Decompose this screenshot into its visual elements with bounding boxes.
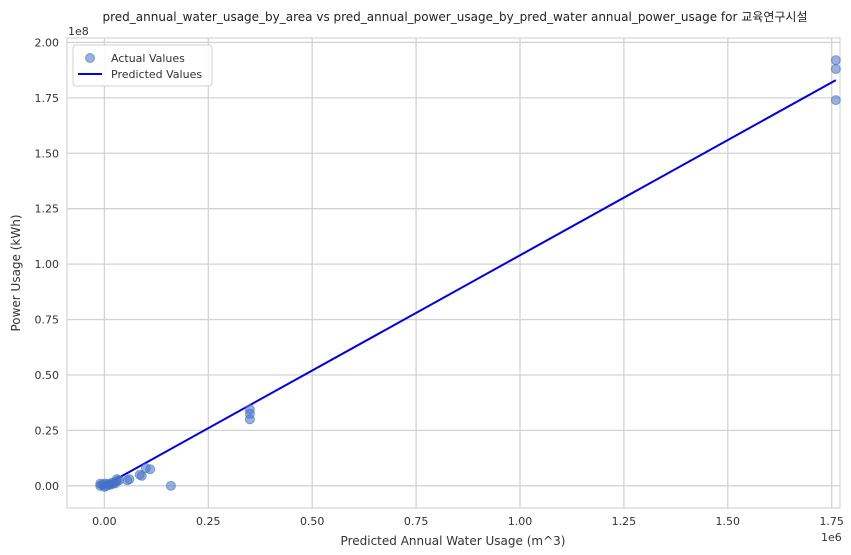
actual-series [95, 55, 841, 492]
x-tick-label: 1.50 [716, 515, 741, 528]
plot-area [66, 37, 841, 509]
actual-point [145, 464, 156, 475]
predicted-line [99, 79, 837, 489]
x-axis-title: Predicted Annual Water Usage (m^3) [341, 534, 566, 548]
x-tick-label: 0.25 [196, 515, 221, 528]
legend-box [72, 44, 213, 87]
actual-point [830, 95, 841, 106]
actual-point [830, 64, 841, 75]
y-tick-label: 2.00 [35, 36, 60, 49]
y-tick-label: 1.25 [35, 203, 60, 216]
x-tick-label: 0.00 [92, 515, 117, 528]
x-tick-label: 0.75 [404, 515, 429, 528]
x-offset-label: 1e6 [821, 531, 842, 544]
legend-label-predicted: Predicted Values [111, 68, 202, 81]
actual-point [113, 475, 124, 486]
y-tick-label: 1.75 [35, 92, 60, 105]
actual-point [830, 55, 841, 66]
actual-point [244, 404, 255, 415]
actual-point [136, 470, 147, 481]
x-tick-label: 0.50 [300, 515, 325, 528]
y-axis-title: Power Usage (kWh) [9, 214, 23, 331]
tick-labels: 0.00 0.25 0.50 0.75 1.00 1.25 1.50 1.75 0.00 0.25… [35, 36, 844, 528]
x-tick-label: 1.25 [612, 515, 637, 528]
y-tick-label: 0.00 [35, 480, 60, 493]
legend-label-actual: Actual Values [111, 52, 185, 65]
legend: Actual Values Predicted Values [72, 44, 213, 87]
x-tick-label: 1.75 [819, 515, 844, 528]
y-tick-label: 0.75 [35, 314, 60, 327]
chart-title: pred_annual_water_usage_by_area vs pred_… [103, 10, 808, 24]
y-tick-label: 1.50 [35, 147, 60, 160]
legend-marker-actual [85, 53, 95, 63]
y-tick-label: 0.25 [35, 424, 60, 437]
y-tick-label: 0.50 [35, 369, 60, 382]
y-offset-label: 1e8 [68, 25, 89, 38]
y-tick-label: 1.00 [35, 258, 60, 271]
actual-point [124, 474, 135, 485]
grid-lines [67, 38, 840, 508]
predicted-series [99, 79, 837, 489]
actual-point [165, 480, 176, 491]
x-tick-label: 1.00 [508, 515, 533, 528]
